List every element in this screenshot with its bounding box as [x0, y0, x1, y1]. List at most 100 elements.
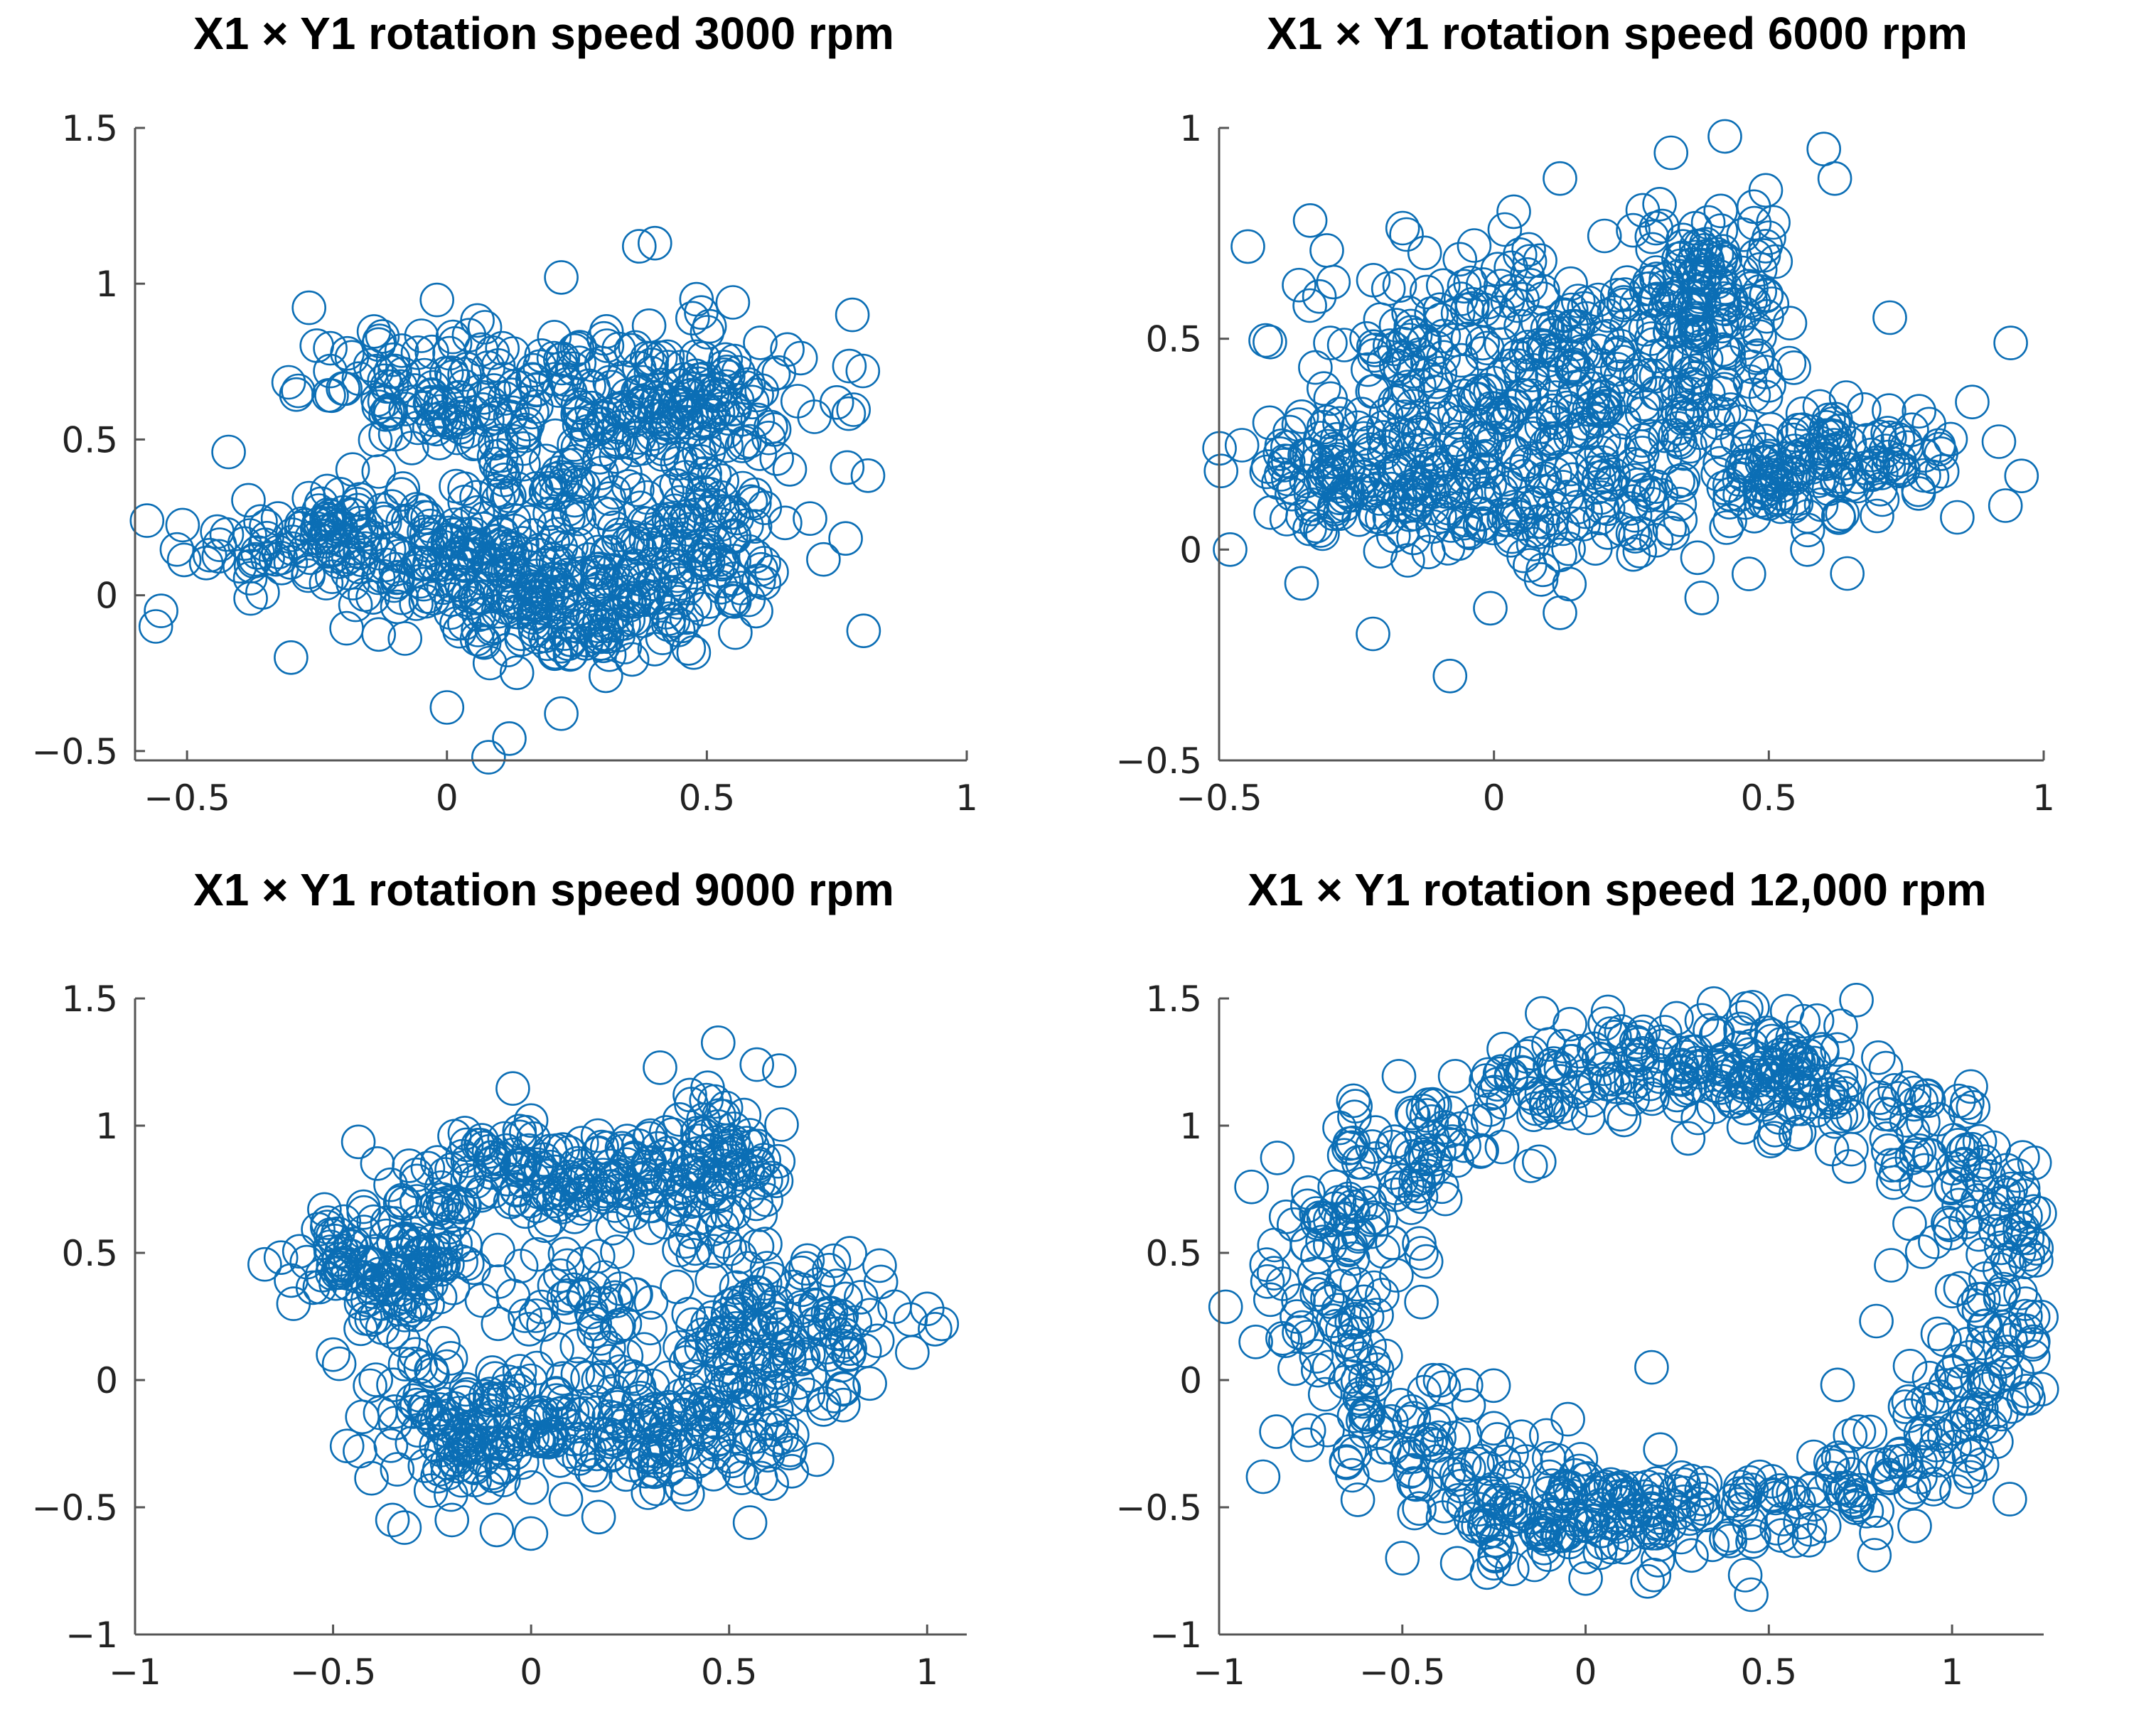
data-point: [644, 559, 679, 593]
data-point: [621, 1369, 657, 1404]
data-point: [713, 1439, 748, 1474]
data-point: [1471, 1451, 1506, 1486]
data-point: [232, 561, 268, 596]
data-point: [1256, 1256, 1292, 1291]
data-point: [544, 260, 579, 295]
data-point: [2007, 1286, 2043, 1321]
data-point: [1749, 1077, 1784, 1111]
data-point: [1636, 308, 1671, 343]
data-point: [731, 582, 766, 618]
data-point: [408, 583, 444, 619]
data-point: [652, 1451, 687, 1487]
data-point: [1790, 499, 1825, 534]
data-point: [1426, 1370, 1462, 1406]
data-point: [243, 504, 278, 539]
data-point: [1292, 203, 1328, 238]
data-point: [447, 471, 482, 507]
data-point: [233, 581, 268, 616]
data-point: [582, 571, 618, 606]
data-point: [1772, 306, 1808, 341]
data-point: [1604, 1014, 1639, 1049]
data-point: [758, 1392, 794, 1428]
data-point: [577, 1458, 613, 1493]
data-point: [629, 480, 665, 515]
data-point: [678, 1359, 713, 1394]
data-point: [1324, 1214, 1360, 1250]
data-point: [1706, 470, 1742, 505]
data-point: [1378, 308, 1414, 343]
data-point: [478, 523, 513, 559]
data-point: [1487, 212, 1523, 247]
data-point: [651, 502, 687, 537]
data-point: [1302, 1272, 1336, 1308]
data-point: [579, 552, 615, 587]
data-point: [674, 396, 709, 431]
data-point: [385, 1183, 419, 1218]
data-point: [1423, 302, 1459, 338]
data-point: [675, 1214, 709, 1249]
data-point: [1401, 1168, 1437, 1204]
data-point: [1687, 270, 1722, 306]
data-point: [1607, 1102, 1642, 1138]
data-point: [335, 452, 370, 488]
data-point: [694, 1262, 730, 1298]
data-point: [1419, 364, 1454, 399]
data-point: [336, 566, 370, 600]
data-point: [597, 1188, 633, 1223]
data-point: [1915, 1391, 1950, 1426]
y-tick-label: 0: [95, 1360, 118, 1401]
data-point: [1737, 205, 1772, 241]
y-tick-label: 0: [1179, 529, 1202, 571]
data-point: [704, 463, 740, 498]
data-point: [502, 1354, 537, 1389]
data-point: [387, 1510, 422, 1545]
data-point: [527, 1208, 562, 1244]
data-point: [637, 225, 672, 261]
data-point: [1872, 393, 1906, 429]
data-point: [1248, 323, 1283, 358]
data-point: [1305, 516, 1340, 551]
data-point: [1324, 1269, 1358, 1304]
data-point: [414, 1266, 449, 1301]
data-point: [1322, 480, 1357, 516]
data-point: [481, 1232, 515, 1268]
data-point: [1815, 1460, 1850, 1496]
data-point: [1790, 512, 1825, 548]
data-point: [460, 303, 495, 338]
data-point: [662, 1102, 697, 1137]
data-point: [516, 600, 551, 635]
data-point: [1381, 1059, 1417, 1094]
data-point: [1543, 161, 1577, 196]
data-point: [410, 1232, 446, 1268]
data-point: [670, 471, 706, 507]
data-point: [1282, 1315, 1316, 1350]
data-point: [263, 1240, 299, 1276]
data-point: [1673, 313, 1708, 349]
data-point: [1653, 135, 1689, 171]
data-point: [1619, 358, 1654, 394]
data-point: [1389, 217, 1424, 252]
data-point: [462, 1427, 498, 1463]
data-point: [1752, 486, 1787, 521]
data-point: [533, 1149, 568, 1185]
data-point: [1268, 1199, 1304, 1234]
data-point: [734, 1308, 769, 1344]
data-point: [630, 506, 665, 542]
data-point: [346, 1195, 382, 1230]
data-point: [1927, 1322, 1962, 1357]
data-point: [1776, 1476, 1811, 1511]
data-point: [1990, 1242, 2025, 1277]
data-point: [918, 1312, 953, 1347]
data-point: [1920, 1316, 1956, 1352]
data-point: [1794, 1084, 1830, 1119]
data-point: [434, 582, 469, 618]
data-point: [1878, 1156, 1914, 1192]
data-point: [532, 1419, 567, 1455]
data-point: [799, 1288, 834, 1324]
data-point: [463, 332, 499, 367]
data-point: [1460, 381, 1495, 416]
data-point: [1813, 1445, 1848, 1480]
data-point: [1407, 411, 1442, 446]
data-point: [2008, 1298, 2043, 1334]
data-point: [718, 615, 753, 650]
